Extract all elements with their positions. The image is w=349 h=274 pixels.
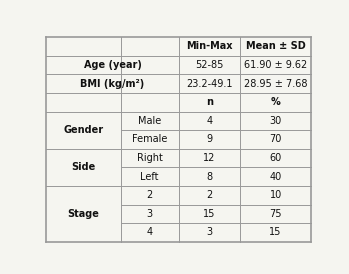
Text: Stage: Stage [67, 209, 99, 219]
Text: 28.95 ± 7.68: 28.95 ± 7.68 [244, 79, 307, 89]
Text: %: % [271, 97, 281, 107]
Text: 2: 2 [147, 190, 153, 200]
Text: Right: Right [137, 153, 163, 163]
Text: 30: 30 [269, 116, 282, 126]
Text: Age (year): Age (year) [84, 60, 142, 70]
Text: Min-Max: Min-Max [186, 41, 232, 52]
Text: Side: Side [71, 162, 96, 172]
Text: 4: 4 [147, 227, 153, 238]
Text: Female: Female [132, 135, 168, 144]
Text: Left: Left [140, 172, 159, 182]
Text: 8: 8 [206, 172, 213, 182]
Text: 23.2-49.1: 23.2-49.1 [186, 79, 232, 89]
Text: 60: 60 [269, 153, 282, 163]
Text: Male: Male [138, 116, 161, 126]
Text: Gender: Gender [64, 125, 104, 135]
Text: 9: 9 [206, 135, 213, 144]
Text: 40: 40 [269, 172, 282, 182]
Text: 4: 4 [206, 116, 213, 126]
Text: n: n [206, 97, 213, 107]
Text: 2: 2 [206, 190, 213, 200]
Text: 15: 15 [269, 227, 282, 238]
Text: 15: 15 [203, 209, 216, 219]
Text: 75: 75 [269, 209, 282, 219]
Text: 61.90 ± 9.62: 61.90 ± 9.62 [244, 60, 307, 70]
Text: 3: 3 [206, 227, 213, 238]
Text: BMI (kg/m²): BMI (kg/m²) [81, 79, 145, 89]
Text: 10: 10 [269, 190, 282, 200]
Text: 52-85: 52-85 [195, 60, 223, 70]
Text: Mean ± SD: Mean ± SD [246, 41, 305, 52]
Text: 70: 70 [269, 135, 282, 144]
Text: 3: 3 [147, 209, 153, 219]
Text: 12: 12 [203, 153, 216, 163]
